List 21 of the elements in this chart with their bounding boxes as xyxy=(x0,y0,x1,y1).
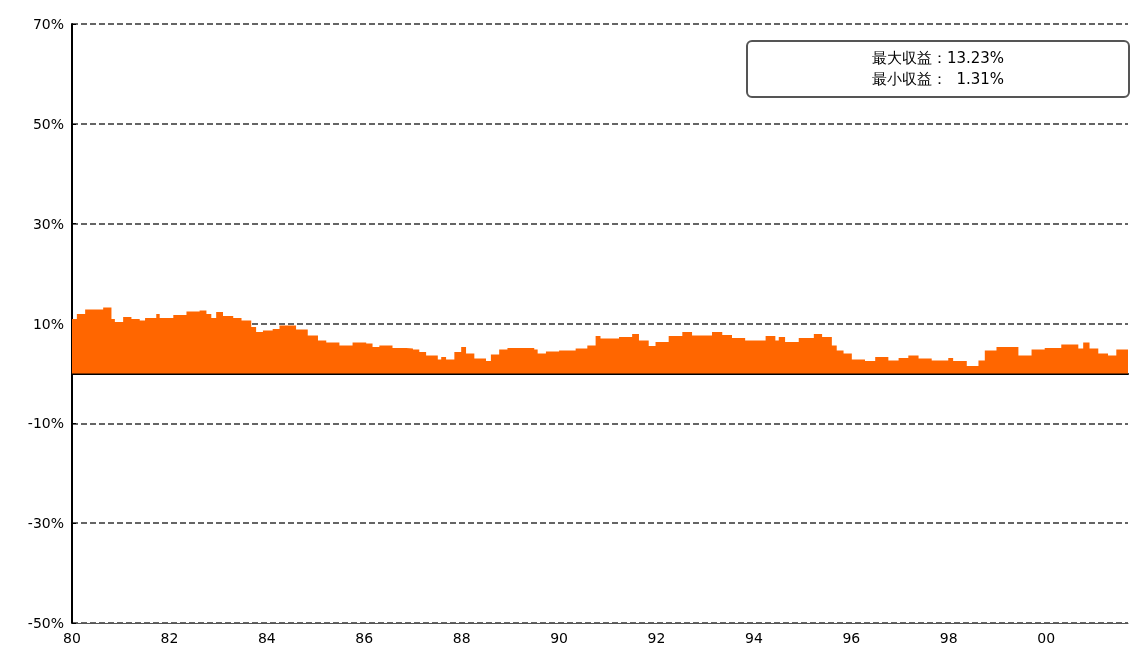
annotation: 最大収益：13.23% xyxy=(870,48,1006,69)
x-tick-label: 98 xyxy=(939,630,958,646)
y-tick-label: 10% xyxy=(32,315,64,332)
y-tick-label: 70% xyxy=(32,16,64,32)
x-tick-label: 88 xyxy=(452,630,471,646)
y-tick-label: -50% xyxy=(27,615,64,631)
x-tick-label: 82 xyxy=(160,630,179,646)
x-tick-label: 94 xyxy=(745,630,763,646)
y-tick-label: 50% xyxy=(32,115,64,132)
x-tick-label: 96 xyxy=(842,630,861,646)
y-tick-label: -10% xyxy=(27,415,64,432)
y-tick-label: -30% xyxy=(27,515,64,532)
x-tick-label: 90 xyxy=(550,630,568,646)
x-tick-label: 80 xyxy=(63,630,81,646)
text-box: 最大収益：13.23% 最小収益： 1.31% xyxy=(746,40,1130,98)
y-tick-label: 30% xyxy=(32,215,64,232)
x-tick-label: 84 xyxy=(257,630,276,646)
x-tick-label: 00 xyxy=(1037,630,1056,646)
x-tick-label: 86 xyxy=(355,630,374,646)
annotation: 最小収益： 1.31% xyxy=(870,69,1006,90)
x-tick-label: 92 xyxy=(647,630,666,646)
